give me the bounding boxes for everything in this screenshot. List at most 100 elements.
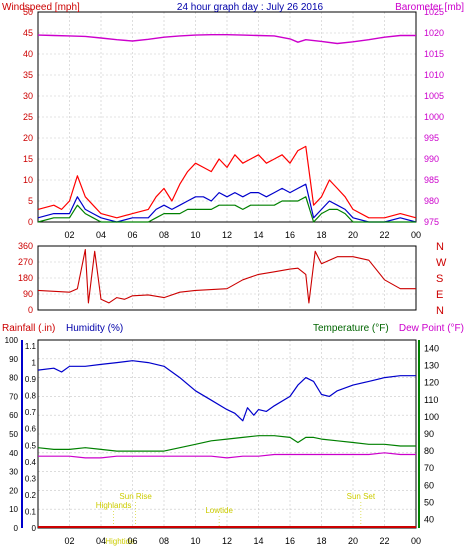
- barometer-y-tick-label: 1015: [424, 49, 444, 59]
- compass-label: W: [436, 257, 447, 269]
- temperature-y-tick-label: 60: [424, 480, 434, 490]
- temp-x-tick-label: 20: [348, 536, 358, 546]
- speed-line: [37, 183, 417, 223]
- compass-label: N: [436, 305, 444, 317]
- rainfall-y-tick-label: 0.8: [25, 392, 37, 401]
- annotation-label: Lowtide: [205, 506, 233, 515]
- wind-y-tick-label: 5: [28, 196, 33, 206]
- rainfall-y-tick-label: 0.1: [25, 507, 37, 516]
- temp-x-tick-label: 12: [222, 536, 232, 546]
- compass-label: E: [436, 289, 443, 301]
- wind-y-tick-label: 15: [23, 154, 33, 164]
- wind-x-tick-label: 10: [190, 230, 200, 240]
- temperature-y-tick-label: 80: [424, 446, 434, 456]
- temp-x-tick-label: 18: [316, 536, 326, 546]
- temp-x-tick-label: 16: [285, 536, 295, 546]
- barometer-y-tick-label: 1000: [424, 112, 444, 122]
- temp-humidity-panel: Rainfall (.in) Humidity (%) Temperature (°…: [2, 323, 464, 546]
- humidity-y-tick-label: 40: [9, 449, 18, 458]
- temp-x-tick-label: 02: [64, 536, 74, 546]
- barometer-y-tick-label: 990: [424, 154, 439, 164]
- rainfall-y-tick-label: 0.9: [25, 375, 37, 384]
- rainfall-y-tick-label: 0.7: [25, 408, 37, 417]
- wind-barometer-panel: Windspeed [mph] 24 hour graph day : July …: [2, 2, 464, 240]
- direction-y-tick-label: 360: [18, 241, 33, 251]
- humidity-line: [37, 360, 416, 422]
- wind-y-tick-label: 10: [23, 175, 33, 185]
- direction-y-tick-label: 0: [28, 305, 33, 315]
- direction-y-tick-label: 270: [18, 257, 33, 267]
- humidity-y-tick-label: 80: [9, 374, 18, 383]
- humidity-y-tick-label: 0: [14, 524, 19, 533]
- humidity-y-tick-label: 90: [9, 355, 18, 364]
- wind-y-tick-label: 0: [28, 217, 33, 227]
- barometer-y-tick-label: 1020: [424, 28, 444, 38]
- rainfall-y-tick-label: 0.6: [25, 425, 37, 434]
- barometer-y-tick-label: 980: [424, 196, 439, 206]
- rainfall-y-tick-label: 0.2: [25, 491, 37, 500]
- wind-x-tick-label: 06: [127, 230, 137, 240]
- wind-direction-line: [37, 249, 416, 304]
- rainfall-y-tick-label: 0.5: [25, 441, 37, 450]
- wind-x-tick-label: 02: [64, 230, 74, 240]
- humidity-y-tick-label: 100: [5, 336, 19, 345]
- rainfall-y-tick-label: 0.3: [25, 474, 37, 483]
- compass-label: S: [436, 273, 443, 285]
- temp-x-tick-label: 04: [96, 536, 106, 546]
- gust-line: [37, 145, 417, 219]
- barometer-y-tick-label: 995: [424, 133, 439, 143]
- temp-x-tick-label: 14: [253, 536, 263, 546]
- barometer-y-tick-label: 1025: [424, 7, 444, 17]
- rainfall-axis-label: Rainfall (.in): [2, 323, 55, 334]
- temp-x-tick-label: 08: [159, 536, 169, 546]
- barometer-y-tick-label: 1010: [424, 70, 444, 80]
- direction-y-tick-label: 90: [23, 289, 33, 299]
- dewpoint-axis-label: Dew Point (°F): [399, 323, 464, 334]
- wind-y-axis-label: Windspeed [mph]: [2, 2, 80, 13]
- rainfall-y-tick-label: 1: [32, 359, 37, 368]
- wind-y-tick-label: 30: [23, 91, 33, 101]
- wind-x-tick-label: 18: [316, 230, 326, 240]
- wind-y-tick-label: 50: [23, 7, 33, 17]
- wind-x-tick-label: 04: [96, 230, 106, 240]
- wind-y-tick-label: 20: [23, 133, 33, 143]
- rainfall-y-tick-label: 0.4: [25, 458, 37, 467]
- humidity-y-tick-label: 70: [9, 392, 18, 401]
- wind-x-tick-label: 08: [159, 230, 169, 240]
- chart-title: 24 hour graph day : July 26 2016: [177, 2, 324, 13]
- rainfall-y-tick-label: 0: [32, 524, 37, 533]
- temperature-y-tick-label: 110: [424, 395, 438, 405]
- temperature-line: [37, 435, 416, 452]
- barometer-line: [37, 34, 416, 45]
- humidity-y-tick-label: 60: [9, 411, 18, 420]
- barometer-y-tick-label: 985: [424, 175, 439, 185]
- temperature-y-tick-label: 90: [424, 429, 434, 439]
- barometer-y-axis-label: Barometer [mb]: [395, 2, 464, 13]
- rainfall-y-tick-label: 1.1: [25, 342, 37, 351]
- wind-y-tick-label: 25: [23, 112, 33, 122]
- humidity-axis-label: Humidity (%): [66, 323, 123, 334]
- average-line: [37, 196, 416, 223]
- annotation-label: Hightide: [105, 537, 135, 546]
- wind-x-tick-label: 00: [411, 230, 421, 240]
- humidity-y-tick-label: 20: [9, 486, 18, 495]
- temperature-y-tick-label: 130: [424, 361, 439, 371]
- temp-x-tick-label: 22: [379, 536, 389, 546]
- wind-y-tick-label: 40: [23, 49, 33, 59]
- temperature-y-tick-label: 70: [424, 463, 434, 473]
- wind-x-tick-label: 20: [348, 230, 358, 240]
- compass-label: N: [436, 241, 444, 253]
- direction-y-tick-label: 180: [18, 273, 33, 283]
- annotation-label: Highlands: [96, 501, 132, 510]
- temp-x-tick-label: 06: [127, 536, 137, 546]
- dewpoint-line: [38, 452, 416, 459]
- temperature-y-tick-label: 40: [424, 514, 434, 524]
- direction-frame: [37, 245, 417, 311]
- wind-x-tick-label: 22: [379, 230, 389, 240]
- annotation-label: Sun Rise: [119, 492, 152, 501]
- humidity-y-tick-label: 50: [9, 430, 18, 439]
- wind-x-tick-label: 14: [253, 230, 263, 240]
